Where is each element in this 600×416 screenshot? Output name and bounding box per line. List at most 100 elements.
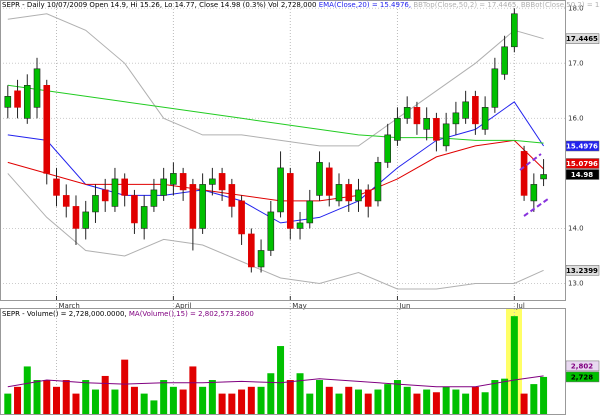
candle-body: [286, 173, 294, 229]
candle-body: [121, 178, 128, 196]
candle-body: [491, 68, 499, 108]
volume-bar: [179, 389, 187, 414]
volume-bar: [286, 380, 294, 414]
volume-frame: [0, 308, 566, 415]
candle-body: [257, 250, 265, 268]
value-label: 2,728: [571, 373, 593, 381]
candle-body: [62, 195, 70, 207]
candle-body: [209, 178, 216, 185]
volume-bar: [14, 386, 22, 414]
legend-entry: BBTop(Close,50,2) = 17.4465,: [413, 1, 518, 9]
volume-bar: [150, 400, 158, 414]
volume-title: SEPR - Volume() = 2,728,000.0000, MA(Vol…: [2, 310, 254, 318]
volume-bar: [345, 386, 353, 414]
volume-bar: [208, 380, 216, 414]
x-tick-label: March: [59, 302, 80, 310]
volume-bar: [481, 392, 489, 414]
candle-body: [296, 222, 304, 229]
candle-body: [228, 184, 236, 207]
volume-bar: [354, 389, 362, 414]
candle-body: [92, 195, 99, 213]
candle-body: [433, 118, 440, 141]
candle-body: [384, 134, 392, 163]
candle-body: [179, 173, 187, 191]
candle-body: [277, 167, 284, 213]
candle-body: [520, 151, 528, 196]
x-tick-label: Jul: [515, 302, 525, 310]
candle-body: [511, 13, 518, 48]
volume-bar: [364, 393, 372, 414]
candle-body: [452, 112, 460, 125]
volume-bar: [72, 393, 80, 414]
candle-body: [160, 178, 167, 196]
volume-bar: [140, 393, 148, 414]
candle-body: [82, 211, 90, 229]
candle-body: [43, 85, 51, 174]
candle-body: [189, 184, 197, 229]
volume-bar: [189, 366, 197, 414]
volume-bar: [325, 386, 333, 414]
volume-bar: [540, 376, 548, 414]
volume-bar: [111, 389, 119, 414]
candle-body: [374, 162, 382, 202]
volume-bar: [316, 380, 324, 414]
candle-body: [423, 118, 430, 130]
volume-bar: [520, 393, 528, 414]
volume-bar: [471, 386, 479, 414]
candle-body: [33, 68, 41, 108]
volume-bar: [62, 380, 70, 414]
y-tick-label: 17.0: [568, 59, 584, 67]
value-label: 15.4976: [566, 143, 598, 151]
volume-bar: [306, 393, 314, 414]
volume-bar: [130, 386, 138, 414]
value-label: 17.4465: [566, 35, 598, 43]
candle-body: [413, 107, 421, 125]
volume-bar: [82, 380, 90, 414]
value-label: 14.98: [571, 171, 593, 179]
x-tick-label: April: [175, 302, 191, 310]
trend-annotation: [519, 153, 542, 171]
line: [7, 101, 545, 224]
volume-bar: [121, 359, 129, 414]
line: [7, 173, 544, 290]
candle-body: [345, 184, 353, 202]
candle-body: [238, 200, 245, 235]
volume-bar: [452, 389, 460, 414]
volume-bar: [160, 380, 168, 414]
candle-body: [4, 96, 12, 108]
volume-bar: [23, 366, 31, 414]
volume-bar: [267, 373, 275, 414]
volume-bar: [169, 386, 177, 414]
candle-body: [501, 46, 508, 75]
candle-body: [530, 184, 538, 202]
legend-entry: BBBot(Close,50,2) = 13.2399,: [521, 1, 600, 9]
title-text: SEPR - Daily 10/07/2009 Open 14.9, Hi 15…: [2, 1, 316, 9]
y-tick-label: 18.0: [568, 4, 584, 12]
candle-body: [306, 200, 314, 224]
volume-bar: [91, 389, 99, 414]
candle-body: [53, 178, 60, 196]
volume-bar: [384, 384, 392, 414]
value-label: 13.2399: [566, 267, 598, 275]
candle-body: [472, 96, 479, 125]
candle-body: [248, 233, 255, 268]
volume-bar: [218, 393, 226, 414]
candle-body: [325, 167, 333, 196]
volume-bar: [238, 389, 246, 414]
volume-bar: [530, 384, 538, 414]
candle-body: [23, 85, 31, 119]
volume-bar: [501, 378, 509, 414]
volume-bar: [296, 373, 304, 414]
candle-body: [14, 90, 21, 108]
volume-bar: [199, 386, 207, 414]
volume-bar: [462, 393, 470, 414]
volume-bar: [101, 375, 109, 414]
candle-body: [101, 189, 109, 202]
title-text: SEPR - Volume() = 2,728,000.0000,: [2, 310, 127, 318]
candle-body: [403, 107, 411, 119]
volume-bar: [277, 346, 285, 414]
candle-body: [72, 206, 80, 229]
candle-body: [267, 211, 275, 251]
